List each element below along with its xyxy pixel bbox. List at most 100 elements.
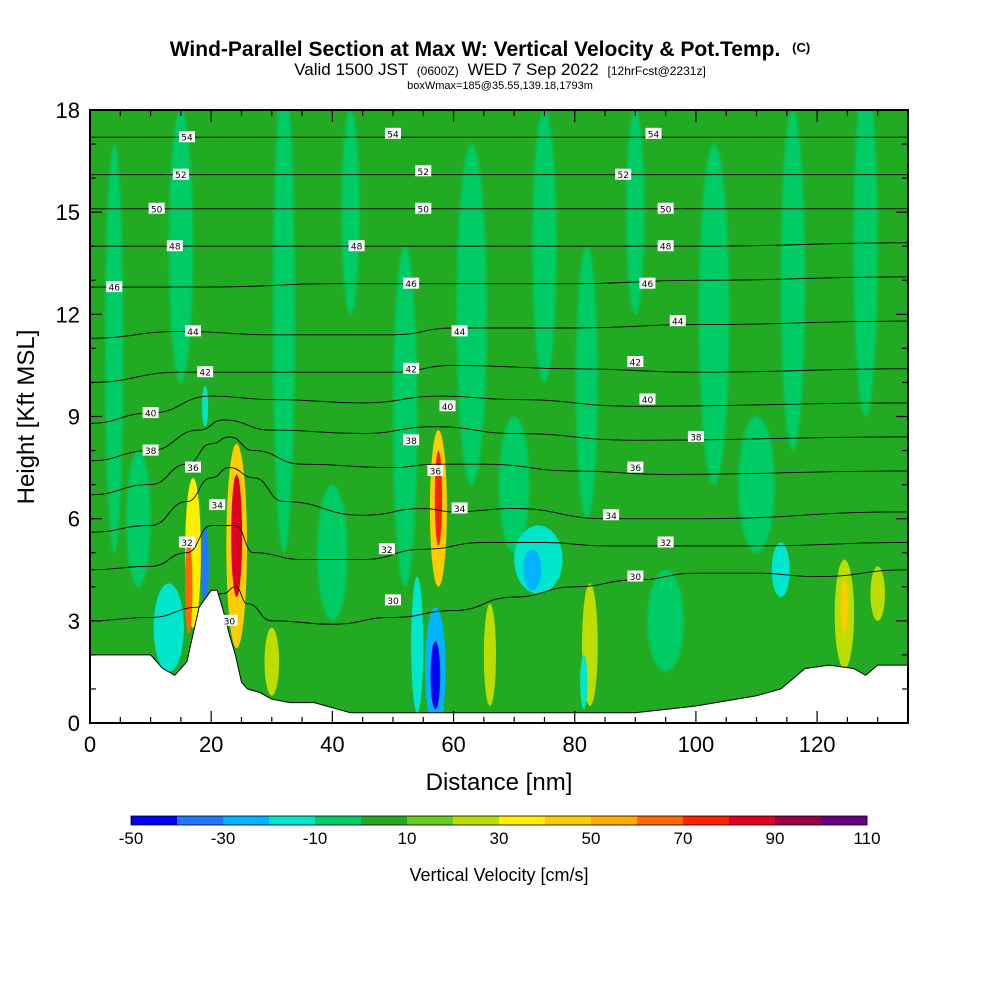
contour-label-text: 46 [405,280,417,290]
colorbar-tick-label: -10 [303,829,328,848]
contour-label: 46 [403,277,420,290]
vv-feature-20 [202,385,209,427]
contour-label-box [403,434,420,446]
colorbar-swatch [453,816,500,825]
theta-contour-48 [90,242,908,247]
terrain-profile [90,589,908,723]
contour-label: 36 [627,461,644,474]
contour-label-box [384,594,401,606]
colorbar-tick-label: 110 [853,829,880,848]
contour-label-box [348,240,365,252]
contour-label-box [403,277,420,289]
contour-label-box [415,165,432,177]
subtitle-valid: Valid 1500 JST [294,60,408,79]
contour-label: 48 [657,240,674,253]
contour-label-box [378,543,395,555]
contour-label-text: 30 [224,617,236,627]
contour-label: 54 [645,127,662,140]
contour-label: 52 [172,168,189,181]
vv-feature-21 [870,566,885,621]
y-tick-label: 9 [68,405,80,430]
contour-label-box [209,499,226,511]
contour-label-box [142,444,159,456]
contour-label-text: 50 [418,205,430,215]
contour-label-text: 50 [151,205,163,215]
contour-label-text: 48 [169,243,181,253]
contour-label: 46 [639,277,656,290]
colorbar-tick-label: 90 [766,829,785,848]
contour-label-box [142,407,159,419]
contour-label-text: 46 [109,284,121,294]
streak-14 [317,484,348,621]
contour-label-box [451,325,468,337]
streak-12 [498,416,530,553]
streak-11 [853,110,878,417]
contour-labels: 54 54 54 52 52 52 50 50 50 48 48 48 46 46 46 44 44 44 42 42… [106,127,704,627]
contour-label-text: 52 [175,171,186,181]
streak-9 [698,144,730,485]
contour-label: 50 [148,202,165,215]
contour-label: 42 [403,362,420,375]
contour-label: 40 [142,407,159,420]
contour-label-text: 52 [617,171,628,181]
contour-label-box [106,281,123,293]
theta-contour-40 [90,395,908,424]
x-axis-label: Distance [nm] [426,769,573,796]
colorbar-swatch [821,816,868,825]
colorbar [130,815,868,826]
contour-label-box [178,131,195,143]
contour-label: 48 [166,240,183,253]
contour-label: 54 [178,131,195,144]
colorbar-swatch [591,816,638,825]
vv-feature-14 [580,654,588,710]
contour-label-box [639,393,656,405]
y-tick-label: 6 [68,507,80,532]
contour-label-box [178,536,195,548]
x-axis-ticks: 0 20 40 60 80 100 120 [84,110,909,757]
contour-label-box [415,202,432,214]
contour-label: 44 [451,325,468,338]
contour-label: 30 [384,594,401,607]
contour-label-text: 30 [387,597,399,607]
streak-4 [392,246,418,587]
contour-label-box [403,362,420,374]
contour-label: 30 [221,614,238,627]
contour-label-text: 52 [418,168,429,178]
contour-label: 36 [185,461,202,474]
contour-label-text: 44 [672,318,684,328]
chart-note: boxWmax=185@35.55,139.18,1793m [407,80,593,92]
colorbar-tick-label: -50 [119,829,144,848]
contour-label-text: 44 [187,328,199,338]
colorbar-swatch [177,816,224,825]
chart-subtitle: Valid 1500 JST (0600Z) WED 7 Sep 2022 [1… [294,60,706,79]
y-tick-label: 12 [56,302,80,327]
streak-10 [780,110,805,451]
streak-7 [575,246,598,519]
colorbar-swatch [499,816,546,825]
contour-label-box [657,240,674,252]
contour-label: 44 [669,315,686,328]
streak-13 [738,416,775,553]
x-tick-label: 80 [562,732,586,757]
contour-label-text: 40 [442,403,454,413]
contour-label-box [627,461,644,473]
contour-label-text: 42 [405,365,416,375]
contour-label-text: 50 [660,205,672,215]
terrain [90,589,908,723]
contour-label-box [221,614,238,626]
colorbar-swatch [223,816,270,825]
contour-label: 46 [106,281,123,294]
y-tick-label: 3 [68,609,80,634]
contour-label-text: 36 [430,467,442,477]
vv-feature-1 [185,539,193,635]
contour-label: 40 [439,400,456,413]
vv-feature-19 [264,627,280,696]
contour-label-box [185,325,202,337]
y-tick-label: 0 [68,711,80,736]
vv-feature-12 [523,549,542,591]
contour-label: 38 [142,444,159,457]
x-tick-label: 60 [441,732,465,757]
contour-label: 40 [639,393,656,406]
